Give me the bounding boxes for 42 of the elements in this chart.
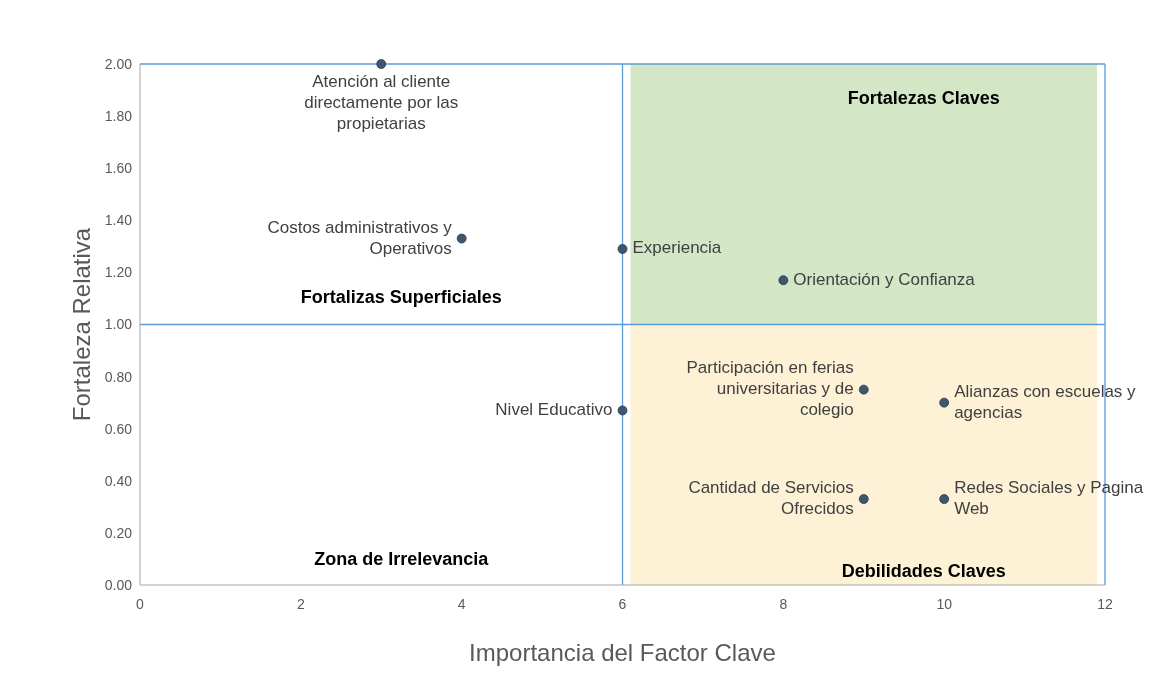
x-tick-label: 4 — [457, 596, 466, 612]
annotation: Redes Sociales y Pagina Web — [954, 478, 1144, 519]
annotation: Fortalizas Superficiales — [300, 286, 502, 307]
annotation: Fortalezas Claves — [847, 88, 1000, 109]
y-tick-label: 0.60 — [104, 420, 133, 437]
annotation: Alianzas con escuelas y agencias — [954, 381, 1137, 422]
annotation: Orientación y Confianza — [793, 269, 976, 289]
y-tick-label: 0.00 — [104, 576, 133, 593]
x-tick-label: 10 — [936, 596, 953, 612]
y-tick-label: 0.20 — [104, 524, 133, 541]
point — [778, 275, 789, 286]
annotation: Nivel Educativo — [495, 399, 613, 419]
annotation: Debilidades Claves — [841, 561, 1006, 582]
annotation: Experiencia — [632, 238, 722, 258]
point — [456, 233, 467, 244]
x-tick-label: 8 — [779, 596, 788, 612]
x-tick-label: 12 — [1097, 596, 1113, 612]
annotation: Atención al cliente directamente por las propietarias — [304, 72, 459, 133]
y-tick-label: 1.60 — [104, 160, 133, 177]
annotation: Zona de Irrelevancia — [314, 549, 490, 570]
y-tick-label: 1.00 — [104, 316, 133, 333]
x-tick-label: 2 — [296, 596, 305, 612]
y-tick-label: 0.80 — [104, 368, 133, 385]
x-tick-label: 0 — [136, 596, 145, 612]
y-tick-label: 1.80 — [104, 108, 133, 124]
point — [858, 494, 869, 504]
point — [939, 494, 950, 504]
annotation: Participación en ferias universitarias y de colegio — [686, 358, 854, 420]
x-axis-title: Importancia del Factor Clave — [469, 639, 776, 666]
point — [376, 59, 387, 69]
point — [858, 384, 869, 395]
x-tick-label: 6 — [618, 596, 627, 612]
point — [617, 244, 628, 254]
annotation: Cantidad de Servicios Ofrecidos — [688, 478, 854, 519]
y-tick-label: 1.40 — [104, 212, 133, 229]
y-axis-title: Fortaleza Relativa — [68, 227, 95, 422]
point — [939, 397, 950, 408]
y-tick-label: 0.40 — [104, 472, 133, 489]
annotation: Costos administrativos y Operativos — [267, 217, 453, 258]
point — [617, 405, 628, 416]
y-tick-label: 2.00 — [104, 55, 133, 72]
y-tick-label: 1.20 — [104, 264, 133, 281]
